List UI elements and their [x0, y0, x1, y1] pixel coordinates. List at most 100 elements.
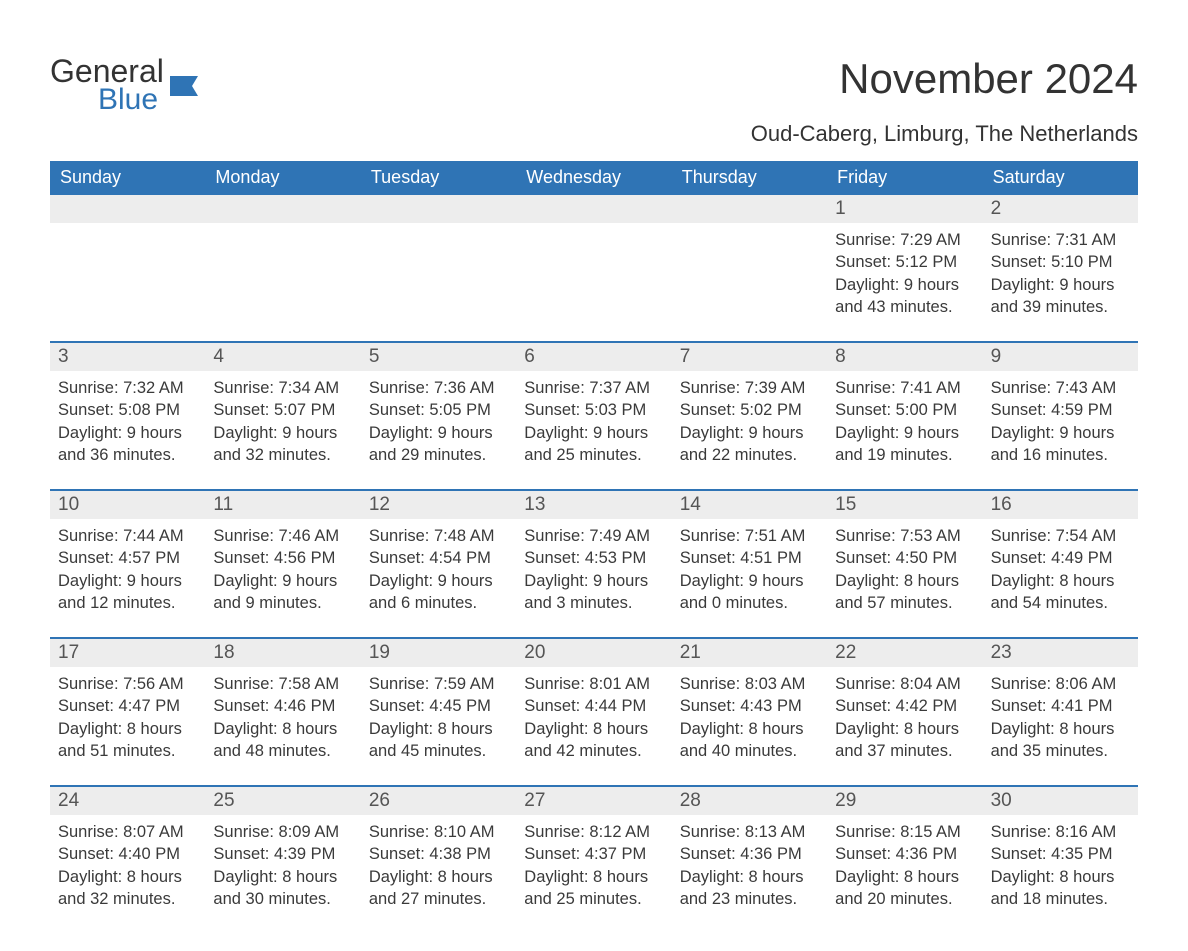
- day-number: 1: [827, 195, 982, 223]
- daylight-line: Daylight: 8 hoursand 18 minutes.: [991, 866, 1130, 911]
- weekday-header: Thursday: [672, 161, 827, 195]
- sunrise-line: Sunrise: 7:32 AM: [58, 377, 197, 399]
- sunset-line: Sunset: 4:54 PM: [369, 547, 508, 569]
- daylight-line: Daylight: 8 hoursand 42 minutes.: [524, 718, 663, 763]
- daylight-line: Daylight: 8 hoursand 27 minutes.: [369, 866, 508, 911]
- sunrise-line: Sunrise: 8:04 AM: [835, 673, 974, 695]
- sunset-line: Sunset: 5:10 PM: [991, 251, 1130, 273]
- day-cell: Sunrise: 8:13 AMSunset: 4:36 PMDaylight:…: [672, 815, 827, 911]
- day-number: [361, 195, 516, 223]
- weekday-header: Saturday: [983, 161, 1138, 195]
- daylight-line: Daylight: 8 hoursand 37 minutes.: [835, 718, 974, 763]
- day-number: 27: [516, 787, 671, 815]
- day-cell: Sunrise: 7:36 AMSunset: 5:05 PMDaylight:…: [361, 371, 516, 467]
- day-cell: Sunrise: 8:04 AMSunset: 4:42 PMDaylight:…: [827, 667, 982, 763]
- month-title: November 2024: [751, 55, 1138, 103]
- day-number: 11: [205, 491, 360, 519]
- day-cell: Sunrise: 8:09 AMSunset: 4:39 PMDaylight:…: [205, 815, 360, 911]
- daylight-line: Daylight: 9 hoursand 22 minutes.: [680, 422, 819, 467]
- day-number: 30: [983, 787, 1138, 815]
- sunrise-line: Sunrise: 7:44 AM: [58, 525, 197, 547]
- sunrise-line: Sunrise: 7:49 AM: [524, 525, 663, 547]
- day-number: 14: [672, 491, 827, 519]
- sunset-line: Sunset: 4:37 PM: [524, 843, 663, 865]
- calendar-grid: SundayMondayTuesdayWednesdayThursdayFrid…: [50, 161, 1138, 911]
- daylight-line: Daylight: 8 hoursand 30 minutes.: [213, 866, 352, 911]
- sunset-line: Sunset: 4:41 PM: [991, 695, 1130, 717]
- flag-icon: [170, 76, 198, 96]
- day-number: 9: [983, 343, 1138, 371]
- sunrise-line: Sunrise: 8:10 AM: [369, 821, 508, 843]
- sunset-line: Sunset: 4:59 PM: [991, 399, 1130, 421]
- header: General Blue November 2024 Oud-Caberg, L…: [50, 55, 1138, 147]
- daylight-line: Daylight: 8 hoursand 45 minutes.: [369, 718, 508, 763]
- weekday-header: Wednesday: [516, 161, 671, 195]
- sunrise-line: Sunrise: 7:41 AM: [835, 377, 974, 399]
- day-cell: Sunrise: 7:59 AMSunset: 4:45 PMDaylight:…: [361, 667, 516, 763]
- sunset-line: Sunset: 4:42 PM: [835, 695, 974, 717]
- day-number: 20: [516, 639, 671, 667]
- sunset-line: Sunset: 5:07 PM: [213, 399, 352, 421]
- day-cell: Sunrise: 7:56 AMSunset: 4:47 PMDaylight:…: [50, 667, 205, 763]
- daylight-line: Daylight: 9 hoursand 16 minutes.: [991, 422, 1130, 467]
- day-cell: Sunrise: 7:32 AMSunset: 5:08 PMDaylight:…: [50, 371, 205, 467]
- daylight-line: Daylight: 8 hoursand 54 minutes.: [991, 570, 1130, 615]
- sunrise-line: Sunrise: 7:37 AM: [524, 377, 663, 399]
- day-cell: Sunrise: 7:53 AMSunset: 4:50 PMDaylight:…: [827, 519, 982, 615]
- sunset-line: Sunset: 4:47 PM: [58, 695, 197, 717]
- day-cell: Sunrise: 7:41 AMSunset: 5:00 PMDaylight:…: [827, 371, 982, 467]
- sunset-line: Sunset: 4:57 PM: [58, 547, 197, 569]
- daylight-line: Daylight: 9 hoursand 12 minutes.: [58, 570, 197, 615]
- sunrise-line: Sunrise: 8:06 AM: [991, 673, 1130, 695]
- sunset-line: Sunset: 5:12 PM: [835, 251, 974, 273]
- daylight-line: Daylight: 9 hoursand 0 minutes.: [680, 570, 819, 615]
- day-cell: Sunrise: 7:37 AMSunset: 5:03 PMDaylight:…: [516, 371, 671, 467]
- daylight-line: Daylight: 9 hoursand 25 minutes.: [524, 422, 663, 467]
- day-number: 19: [361, 639, 516, 667]
- sunrise-line: Sunrise: 7:48 AM: [369, 525, 508, 547]
- sunrise-line: Sunrise: 7:39 AM: [680, 377, 819, 399]
- day-number: 28: [672, 787, 827, 815]
- day-number: 6: [516, 343, 671, 371]
- day-number: 13: [516, 491, 671, 519]
- sunset-line: Sunset: 4:40 PM: [58, 843, 197, 865]
- day-number: 26: [361, 787, 516, 815]
- sunset-line: Sunset: 4:43 PM: [680, 695, 819, 717]
- sunset-line: Sunset: 5:05 PM: [369, 399, 508, 421]
- day-cell: Sunrise: 7:48 AMSunset: 4:54 PMDaylight:…: [361, 519, 516, 615]
- day-cell: [516, 223, 671, 319]
- day-number: [50, 195, 205, 223]
- sunrise-line: Sunrise: 8:13 AM: [680, 821, 819, 843]
- day-number: 25: [205, 787, 360, 815]
- weekday-header: Sunday: [50, 161, 205, 195]
- day-number: 17: [50, 639, 205, 667]
- sunrise-line: Sunrise: 7:51 AM: [680, 525, 819, 547]
- sunset-line: Sunset: 5:03 PM: [524, 399, 663, 421]
- sunrise-line: Sunrise: 8:01 AM: [524, 673, 663, 695]
- daylight-line: Daylight: 8 hoursand 51 minutes.: [58, 718, 197, 763]
- day-number: 5: [361, 343, 516, 371]
- day-cell: Sunrise: 7:49 AMSunset: 4:53 PMDaylight:…: [516, 519, 671, 615]
- day-number: 8: [827, 343, 982, 371]
- sunrise-line: Sunrise: 8:09 AM: [213, 821, 352, 843]
- weekday-header: Tuesday: [361, 161, 516, 195]
- weekday-header-row: SundayMondayTuesdayWednesdayThursdayFrid…: [50, 161, 1138, 195]
- sunrise-line: Sunrise: 7:58 AM: [213, 673, 352, 695]
- sunset-line: Sunset: 4:51 PM: [680, 547, 819, 569]
- sunrise-line: Sunrise: 7:59 AM: [369, 673, 508, 695]
- day-number: [516, 195, 671, 223]
- day-number: 2: [983, 195, 1138, 223]
- daynum-row: 3456789: [50, 343, 1138, 371]
- day-number: 12: [361, 491, 516, 519]
- day-number: 24: [50, 787, 205, 815]
- sunset-line: Sunset: 4:56 PM: [213, 547, 352, 569]
- daylight-line: Daylight: 8 hoursand 57 minutes.: [835, 570, 974, 615]
- sunset-line: Sunset: 4:49 PM: [991, 547, 1130, 569]
- day-cell: Sunrise: 7:39 AMSunset: 5:02 PMDaylight:…: [672, 371, 827, 467]
- daynum-row: 10111213141516: [50, 491, 1138, 519]
- daylight-line: Daylight: 9 hoursand 3 minutes.: [524, 570, 663, 615]
- calendar-week: 12Sunrise: 7:29 AMSunset: 5:12 PMDayligh…: [50, 195, 1138, 319]
- weekday-header: Monday: [205, 161, 360, 195]
- daylight-line: Daylight: 9 hoursand 36 minutes.: [58, 422, 197, 467]
- calendar-week: 24252627282930Sunrise: 8:07 AMSunset: 4:…: [50, 785, 1138, 911]
